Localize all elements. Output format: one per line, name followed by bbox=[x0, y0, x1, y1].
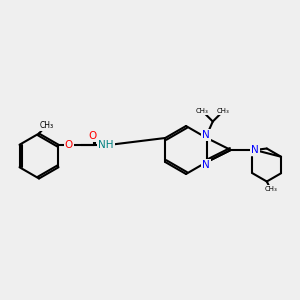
Text: CH₃: CH₃ bbox=[265, 186, 278, 192]
Text: O: O bbox=[65, 140, 73, 150]
Text: CH₃: CH₃ bbox=[39, 122, 54, 130]
Text: CH₃: CH₃ bbox=[196, 108, 209, 114]
Text: O: O bbox=[89, 131, 97, 141]
Text: CH₃: CH₃ bbox=[217, 108, 230, 114]
Text: N: N bbox=[202, 160, 210, 170]
Text: NH: NH bbox=[98, 140, 114, 150]
Text: N: N bbox=[202, 130, 210, 140]
Text: N: N bbox=[251, 145, 259, 155]
